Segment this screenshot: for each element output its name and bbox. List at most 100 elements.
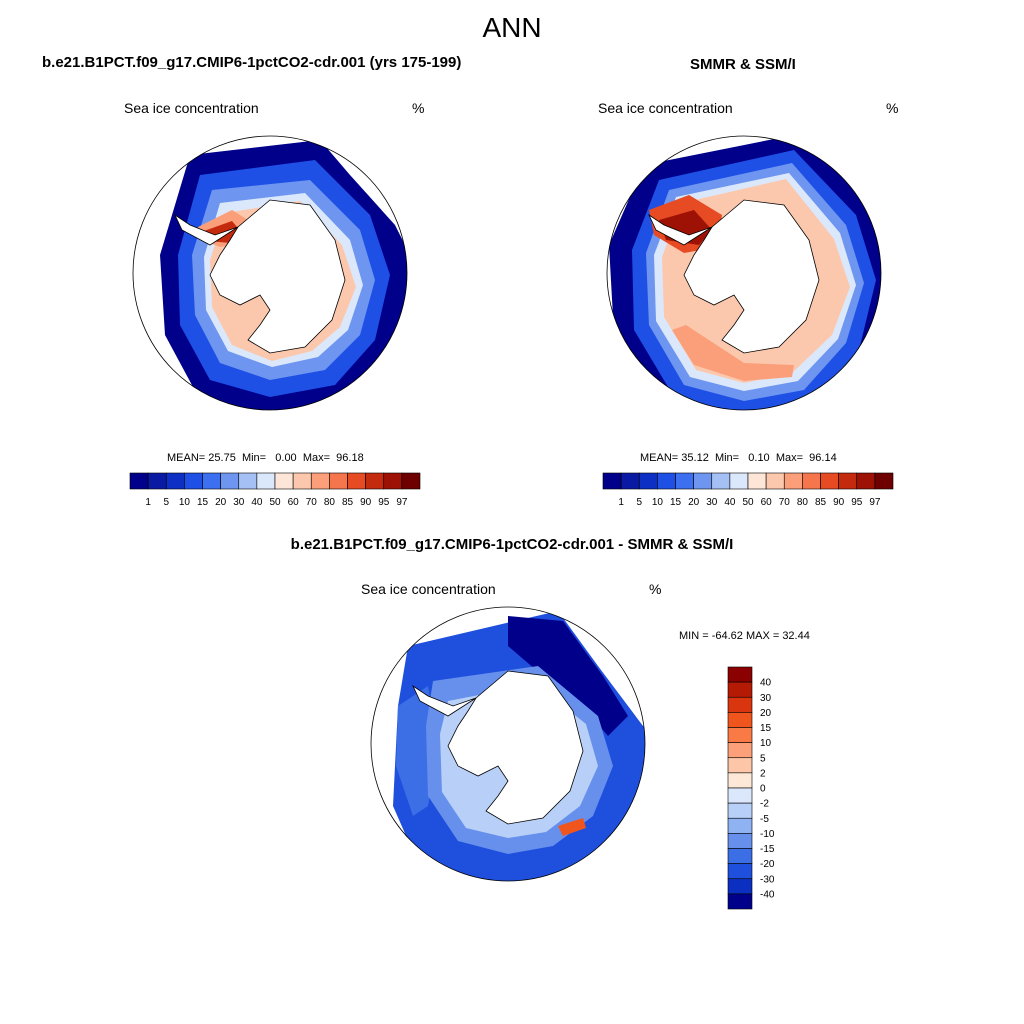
colorbar-swatch bbox=[747, 472, 767, 490]
colorbar-tick-label: 1 bbox=[618, 497, 624, 508]
colorbar-tick-label: 0 bbox=[760, 784, 766, 795]
panel2-units-label: % bbox=[886, 100, 899, 116]
panel3-case-title: b.e21.B1PCT.f09_g17.CMIP6-1pctCO2-cdr.00… bbox=[290, 536, 734, 553]
colorbar-tick-label: 40 bbox=[251, 497, 263, 508]
colorbar-tick-label: 97 bbox=[396, 497, 408, 508]
colorbar-swatch bbox=[184, 472, 203, 490]
colorbar-tick-label: -10 bbox=[760, 829, 775, 840]
colorbar-tick-label: -30 bbox=[760, 874, 775, 885]
colorbar-tick-label: 85 bbox=[815, 497, 827, 508]
colorbar-swatch bbox=[401, 472, 421, 490]
diff-pos-spot-2 bbox=[558, 818, 586, 836]
colorbar-swatch bbox=[147, 472, 167, 490]
colorbar-tick-label: 10 bbox=[179, 497, 191, 508]
panel1-units-label: % bbox=[412, 100, 425, 116]
colorbar-tick-label: 50 bbox=[742, 497, 754, 508]
colorbar-tick-label: 15 bbox=[760, 723, 772, 734]
panel2-variable-label: Sea ice concentration bbox=[598, 100, 733, 116]
colorbar-tick-label: 5 bbox=[163, 497, 169, 508]
colorbar-swatch bbox=[238, 472, 258, 490]
antarctica-land bbox=[447, 670, 584, 825]
panel1-map bbox=[132, 135, 408, 411]
panel3-minmax-text: MIN = -64.62 MAX = 32.44 bbox=[679, 630, 810, 642]
panel2-map bbox=[606, 135, 882, 411]
colorbar-swatch bbox=[602, 472, 622, 490]
colorbar-tick-label: 5 bbox=[636, 497, 642, 508]
colorbar-tick-label: 80 bbox=[324, 497, 336, 508]
colorbar-swatch bbox=[329, 472, 348, 490]
colorbar-swatch bbox=[256, 472, 276, 490]
colorbar-swatch bbox=[820, 472, 839, 490]
colorbar-swatch bbox=[727, 727, 753, 743]
colorbar-swatch bbox=[693, 472, 713, 490]
colorbar-swatch bbox=[274, 472, 294, 490]
colorbar-swatch bbox=[727, 817, 753, 834]
colorbar-tick-label: 85 bbox=[342, 497, 354, 508]
antarctic-peninsula bbox=[412, 684, 477, 717]
colorbar-swatch bbox=[783, 472, 803, 490]
colorbar-tick-label: 2 bbox=[760, 768, 766, 779]
colorbar-tick-label: 90 bbox=[833, 497, 845, 508]
colorbar-swatch bbox=[202, 472, 221, 490]
colorbar-tick-label: 30 bbox=[233, 497, 245, 508]
colorbar-tick-label: 95 bbox=[378, 497, 390, 508]
colorbar-swatch bbox=[727, 742, 753, 759]
colorbar-swatch bbox=[727, 878, 753, 895]
colorbar-swatch bbox=[727, 681, 753, 698]
colorbar-tick-label: 20 bbox=[215, 497, 227, 508]
colorbar-tick-label: -5 bbox=[760, 814, 769, 825]
colorbar-swatch bbox=[727, 712, 753, 728]
colorbar-tick-label: -2 bbox=[760, 799, 769, 810]
colorbar-swatch bbox=[838, 472, 858, 490]
colorbar-swatch bbox=[310, 472, 330, 490]
colorbar-tick-label: 30 bbox=[760, 693, 772, 704]
colorbar-swatch bbox=[365, 472, 385, 490]
colorbar-tick-label: 70 bbox=[306, 497, 318, 508]
colorbar-swatch bbox=[727, 757, 753, 774]
colorbar-swatch bbox=[675, 472, 694, 490]
colorbar-swatch bbox=[765, 472, 785, 490]
colorbar-swatch bbox=[727, 666, 753, 683]
colorbar-tick-label: 70 bbox=[779, 497, 791, 508]
colorbar-tick-label: 30 bbox=[706, 497, 718, 508]
panel2-case-title: SMMR & SSM/I bbox=[690, 56, 796, 73]
colorbar-swatch bbox=[727, 848, 753, 864]
colorbar-swatch bbox=[657, 472, 676, 490]
colorbar-swatch bbox=[620, 472, 640, 490]
antarctic-peninsula bbox=[174, 213, 239, 246]
colorbar-swatch bbox=[727, 893, 753, 910]
colorbar-swatch bbox=[729, 472, 749, 490]
colorbar-swatch bbox=[874, 472, 894, 490]
colorbar-tick-label: -40 bbox=[760, 889, 775, 900]
colorbar-swatch bbox=[383, 472, 403, 490]
colorbar-tick-label: 20 bbox=[688, 497, 700, 508]
colorbar-tick-label: 95 bbox=[851, 497, 863, 508]
colorbar-swatch bbox=[129, 472, 149, 490]
colorbar-swatch bbox=[165, 472, 185, 490]
colorbar-tick-label: 90 bbox=[360, 497, 372, 508]
colorbar-tick-label: 15 bbox=[670, 497, 682, 508]
colorbar-swatch bbox=[727, 863, 753, 880]
colorbar-tick-label: 15 bbox=[197, 497, 209, 508]
colorbar-swatch bbox=[638, 472, 658, 490]
panel2-stats: MEAN= 35.12 Min= 0.10 Max= 96.14 bbox=[640, 452, 837, 464]
panel1-stats: MEAN= 25.75 Min= 0.00 Max= 96.18 bbox=[167, 452, 364, 464]
colorbar-swatch bbox=[727, 833, 753, 849]
colorbar-swatch bbox=[727, 696, 753, 713]
colorbar-tick-label: 50 bbox=[269, 497, 281, 508]
colorbar-tick-label: 60 bbox=[761, 497, 773, 508]
colorbar-tick-label: 10 bbox=[760, 738, 772, 749]
colorbar-swatch bbox=[727, 802, 753, 819]
colorbar-swatch bbox=[711, 472, 731, 490]
antarctica-land bbox=[683, 199, 820, 354]
colorbar-tick-label: 40 bbox=[760, 678, 772, 689]
colorbar-swatch bbox=[802, 472, 821, 490]
colorbar-swatch bbox=[727, 772, 753, 789]
panel2-colorbar: 1 5 10 15 20 30 40 50 60 70 80 85 90 95 97 bbox=[602, 472, 894, 508]
figure-title: ANN bbox=[482, 12, 542, 43]
antarctic-peninsula bbox=[648, 213, 713, 246]
colorbar-tick-label: 40 bbox=[724, 497, 736, 508]
colorbar-tick-label: 1 bbox=[145, 497, 151, 508]
colorbar-tick-label: -20 bbox=[760, 859, 775, 870]
